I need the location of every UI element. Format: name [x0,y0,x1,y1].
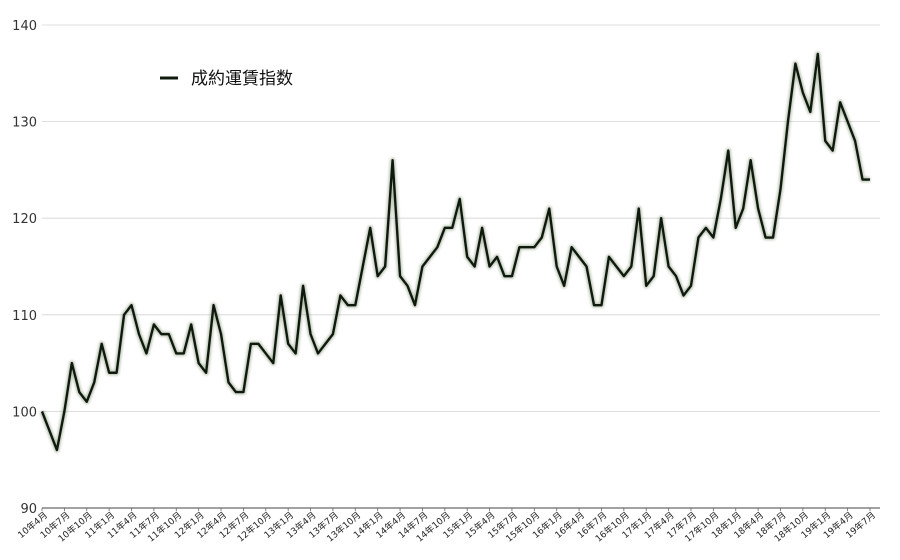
y-tick-label: 140 [12,19,37,34]
y-tick-label: 110 [12,309,37,324]
y-tick-label: 90 [20,502,37,517]
series-line [40,52,870,452]
legend: 成約運賃指数 [160,69,293,89]
y-tick-label: 130 [12,116,37,131]
y-axis: 90 100 110 120 130 140 [12,19,37,517]
y-tick-label: 100 [12,405,37,420]
legend-label: 成約運賃指数 [191,69,293,89]
gridlines [42,24,880,509]
series-group [39,51,870,453]
x-axis: 10年4月10年7月10年10月11年1月11年4月11年7月11年10月12年… [15,508,878,545]
series-line-glow [39,51,870,453]
y-tick-label: 120 [12,212,37,227]
